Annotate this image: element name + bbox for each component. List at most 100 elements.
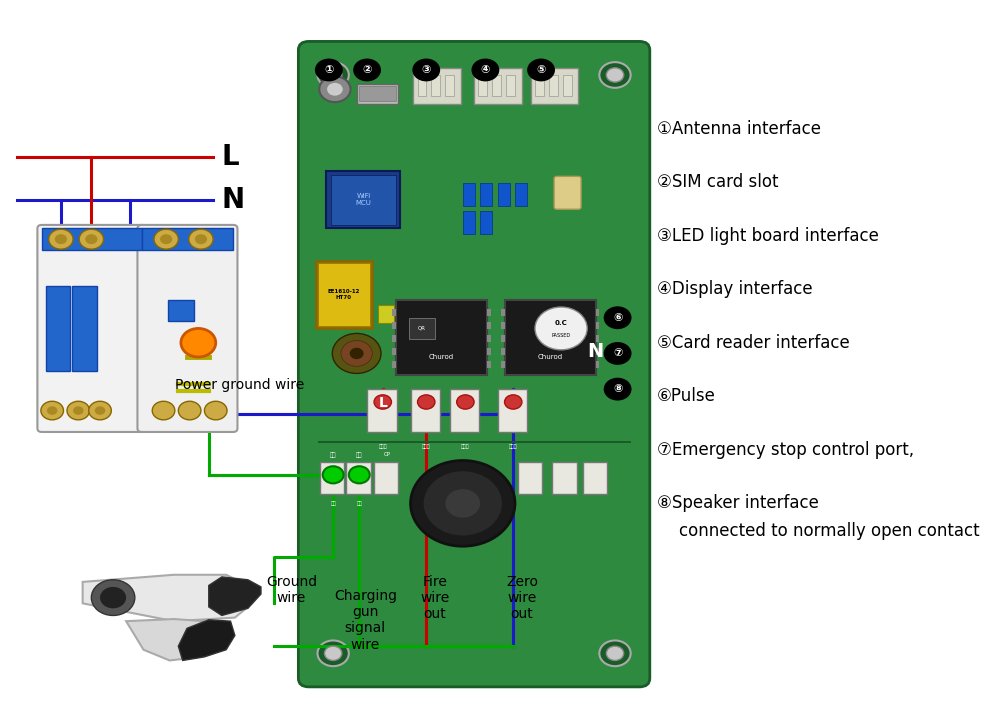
Bar [501,335,505,342]
Text: 火线进: 火线进 [378,443,387,449]
Text: 地线: 地线 [356,501,362,506]
Circle shape [599,62,631,88]
Bar [367,389,397,432]
Bar [498,183,510,206]
Bar [357,84,398,104]
Bar [501,322,505,329]
Circle shape [181,328,216,357]
Bar [487,335,491,342]
Bar [396,300,487,375]
Circle shape [315,59,343,81]
Circle shape [349,466,370,483]
Bar [411,389,440,432]
Circle shape [418,395,435,409]
Circle shape [332,333,381,373]
Bar [518,462,542,494]
Text: WiFi
MCU: WiFi MCU [356,193,372,206]
Text: 地线: 地线 [330,501,336,506]
Bar [501,348,505,355]
Text: ①Antenna interface: ①Antenna interface [657,119,821,138]
Circle shape [411,461,515,546]
Circle shape [195,234,207,244]
Bar [463,211,475,234]
Text: CP: CP [384,452,391,458]
Text: 地线: 地线 [330,452,336,458]
Circle shape [154,229,178,249]
Text: Churod: Churod [429,354,454,360]
Bar [463,183,475,206]
Circle shape [606,68,624,82]
FancyBboxPatch shape [137,225,237,432]
Circle shape [324,68,342,82]
Circle shape [604,378,632,401]
Circle shape [350,348,364,359]
Bar [535,75,544,96]
Circle shape [67,401,90,420]
Circle shape [604,306,632,329]
Bar [515,183,527,206]
Bar [552,462,577,494]
Bar [596,309,599,316]
Bar [326,171,400,228]
Bar [392,335,396,342]
Bar [487,309,491,316]
Text: N: N [588,342,604,361]
Circle shape [55,234,67,244]
Text: ②SIM card slot: ②SIM card slot [657,173,778,191]
Bar [480,211,492,234]
Text: ⑤: ⑤ [536,65,546,75]
Text: Churod: Churod [538,354,563,360]
Bar [492,75,501,96]
Text: PASSED: PASSED [552,333,571,338]
Circle shape [49,229,73,249]
Text: ⑧: ⑧ [613,384,622,394]
Circle shape [445,489,480,518]
Circle shape [353,59,381,81]
Bar [596,348,599,355]
Circle shape [599,640,631,666]
Text: 零线出: 零线出 [461,443,470,449]
Bar [392,361,396,368]
Circle shape [318,640,349,666]
Circle shape [424,471,502,536]
Bar [72,286,97,371]
Bar [318,441,631,443]
Circle shape [89,401,111,420]
Polygon shape [178,620,235,660]
Bar [142,228,233,250]
Bar [413,68,461,104]
Text: connected to normally open contact: connected to normally open contact [679,521,979,540]
Bar [501,361,505,368]
Circle shape [323,466,344,483]
Bar [359,86,396,101]
Bar [445,75,454,96]
Text: 零线出: 零线出 [509,443,518,449]
Circle shape [95,406,105,415]
Circle shape [47,406,57,415]
Circle shape [91,580,135,615]
Text: 地线: 地线 [356,452,363,458]
Bar [474,68,522,104]
Text: ②: ② [362,65,372,75]
Circle shape [527,59,555,81]
Text: 火线进: 火线进 [422,443,431,449]
Circle shape [318,62,349,88]
Bar [392,309,396,316]
Circle shape [85,234,97,244]
Text: ⑤Card reader interface: ⑤Card reader interface [657,333,850,352]
Circle shape [73,406,84,415]
Bar [46,286,70,371]
Bar [346,462,371,494]
Text: Power ground wire: Power ground wire [175,378,304,393]
Circle shape [160,234,172,244]
Bar [596,322,599,329]
Bar [168,300,194,321]
Bar [498,389,527,432]
Text: Fire
wire
out: Fire wire out [420,575,450,621]
Bar [392,348,396,355]
Text: ⑧Speaker interface: ⑧Speaker interface [657,494,819,513]
Circle shape [457,395,474,409]
Text: L: L [222,143,239,171]
Bar [450,389,479,432]
Text: Charging
gun
signal
wire: Charging gun signal wire [334,589,397,652]
